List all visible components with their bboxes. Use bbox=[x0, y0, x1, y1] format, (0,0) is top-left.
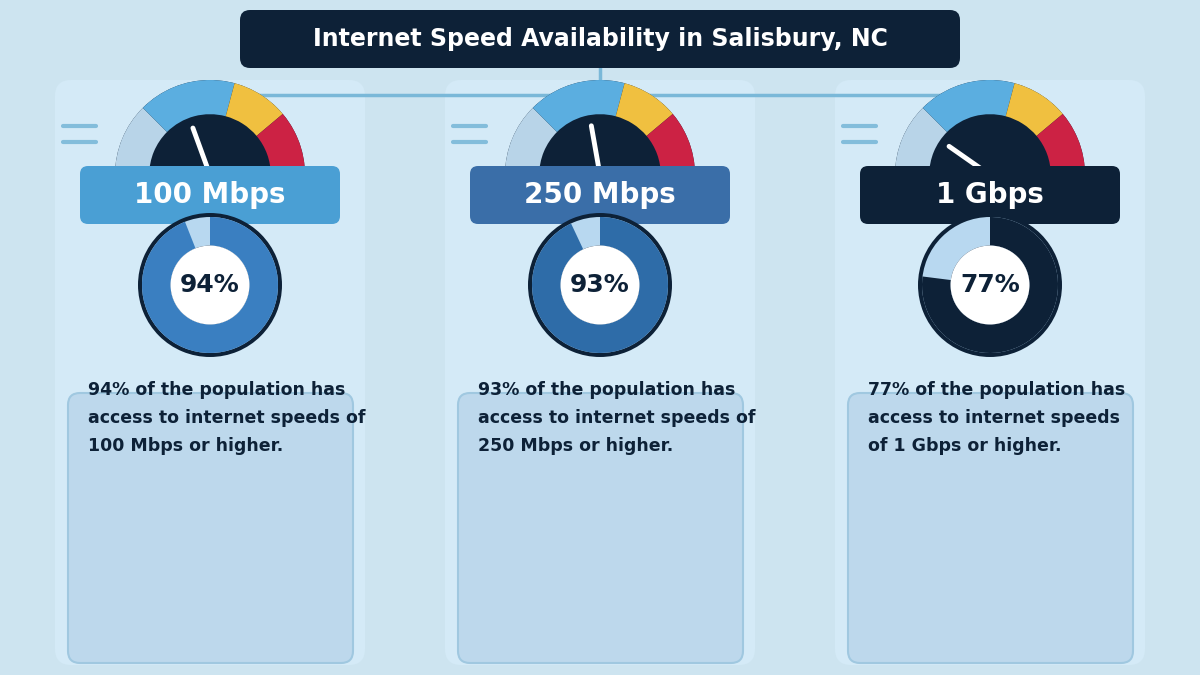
Wedge shape bbox=[532, 217, 668, 353]
Wedge shape bbox=[528, 213, 672, 357]
Text: 250 Mbps: 250 Mbps bbox=[524, 181, 676, 209]
Wedge shape bbox=[138, 213, 282, 357]
Wedge shape bbox=[931, 116, 1049, 175]
Wedge shape bbox=[142, 217, 278, 353]
FancyBboxPatch shape bbox=[240, 10, 960, 68]
FancyBboxPatch shape bbox=[55, 80, 365, 665]
Wedge shape bbox=[541, 116, 659, 175]
Wedge shape bbox=[1037, 114, 1085, 175]
FancyBboxPatch shape bbox=[860, 166, 1120, 224]
Wedge shape bbox=[151, 116, 269, 175]
Wedge shape bbox=[505, 108, 557, 175]
Text: 93% of the population has
access to internet speeds of
250 Mbps or higher.: 93% of the population has access to inte… bbox=[478, 381, 756, 454]
Wedge shape bbox=[533, 80, 624, 132]
Wedge shape bbox=[142, 217, 278, 353]
Wedge shape bbox=[226, 83, 283, 136]
Text: 93%: 93% bbox=[570, 273, 630, 297]
FancyBboxPatch shape bbox=[470, 166, 730, 224]
FancyBboxPatch shape bbox=[68, 393, 353, 663]
Wedge shape bbox=[257, 114, 305, 175]
Wedge shape bbox=[895, 108, 947, 175]
Polygon shape bbox=[586, 224, 614, 252]
Text: 77% of the population has
access to internet speeds
of 1 Gbps or higher.: 77% of the population has access to inte… bbox=[868, 381, 1126, 454]
FancyBboxPatch shape bbox=[458, 393, 743, 663]
FancyBboxPatch shape bbox=[835, 80, 1145, 665]
Wedge shape bbox=[647, 114, 695, 175]
Wedge shape bbox=[532, 217, 668, 353]
Polygon shape bbox=[895, 175, 1085, 180]
Text: 94% of the population has
access to internet speeds of
100 Mbps or higher.: 94% of the population has access to inte… bbox=[88, 381, 366, 454]
Wedge shape bbox=[505, 80, 695, 175]
Wedge shape bbox=[895, 80, 1085, 175]
Wedge shape bbox=[918, 213, 1062, 357]
Wedge shape bbox=[143, 80, 234, 132]
Circle shape bbox=[170, 246, 250, 325]
Text: 1 Gbps: 1 Gbps bbox=[936, 181, 1044, 209]
FancyBboxPatch shape bbox=[445, 80, 755, 665]
Circle shape bbox=[950, 246, 1030, 325]
Wedge shape bbox=[616, 83, 673, 136]
Polygon shape bbox=[115, 175, 305, 180]
Text: Internet Speed Availability in Salisbury, NC: Internet Speed Availability in Salisbury… bbox=[312, 27, 888, 51]
Polygon shape bbox=[976, 224, 1004, 252]
Text: 100 Mbps: 100 Mbps bbox=[134, 181, 286, 209]
Polygon shape bbox=[505, 175, 695, 180]
FancyBboxPatch shape bbox=[848, 393, 1133, 663]
Wedge shape bbox=[1006, 83, 1063, 136]
Wedge shape bbox=[922, 217, 1058, 353]
Wedge shape bbox=[115, 108, 167, 175]
Wedge shape bbox=[923, 80, 1014, 132]
FancyBboxPatch shape bbox=[80, 166, 340, 224]
Wedge shape bbox=[922, 217, 1058, 353]
Text: 94%: 94% bbox=[180, 273, 240, 297]
Circle shape bbox=[560, 246, 640, 325]
Text: 77%: 77% bbox=[960, 273, 1020, 297]
Polygon shape bbox=[196, 224, 224, 252]
Wedge shape bbox=[115, 80, 305, 175]
